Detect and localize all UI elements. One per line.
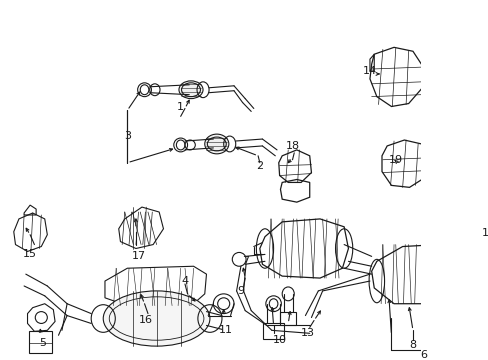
Text: 1: 1	[177, 102, 184, 112]
Text: 6: 6	[419, 350, 426, 360]
Text: 16: 16	[139, 315, 153, 325]
Text: 13: 13	[301, 328, 314, 338]
Text: 2: 2	[256, 161, 263, 171]
Text: 9: 9	[237, 286, 244, 296]
Text: 17: 17	[132, 251, 146, 261]
Bar	[263, 323, 284, 339]
Bar	[29, 331, 52, 353]
Ellipse shape	[103, 291, 209, 346]
Text: 7: 7	[241, 256, 248, 266]
Text: 8: 8	[408, 340, 416, 350]
Text: 10: 10	[272, 335, 286, 345]
Text: 4: 4	[181, 276, 188, 286]
Text: 11: 11	[218, 325, 232, 336]
Ellipse shape	[179, 81, 203, 99]
Text: 14: 14	[362, 66, 376, 76]
Text: 18: 18	[285, 141, 299, 151]
Ellipse shape	[204, 134, 228, 154]
Text: 3: 3	[123, 131, 131, 141]
Text: 12: 12	[481, 228, 488, 238]
Text: 15: 15	[23, 249, 37, 260]
Bar	[280, 312, 295, 325]
Text: 19: 19	[388, 155, 402, 165]
Text: 5: 5	[40, 338, 46, 348]
